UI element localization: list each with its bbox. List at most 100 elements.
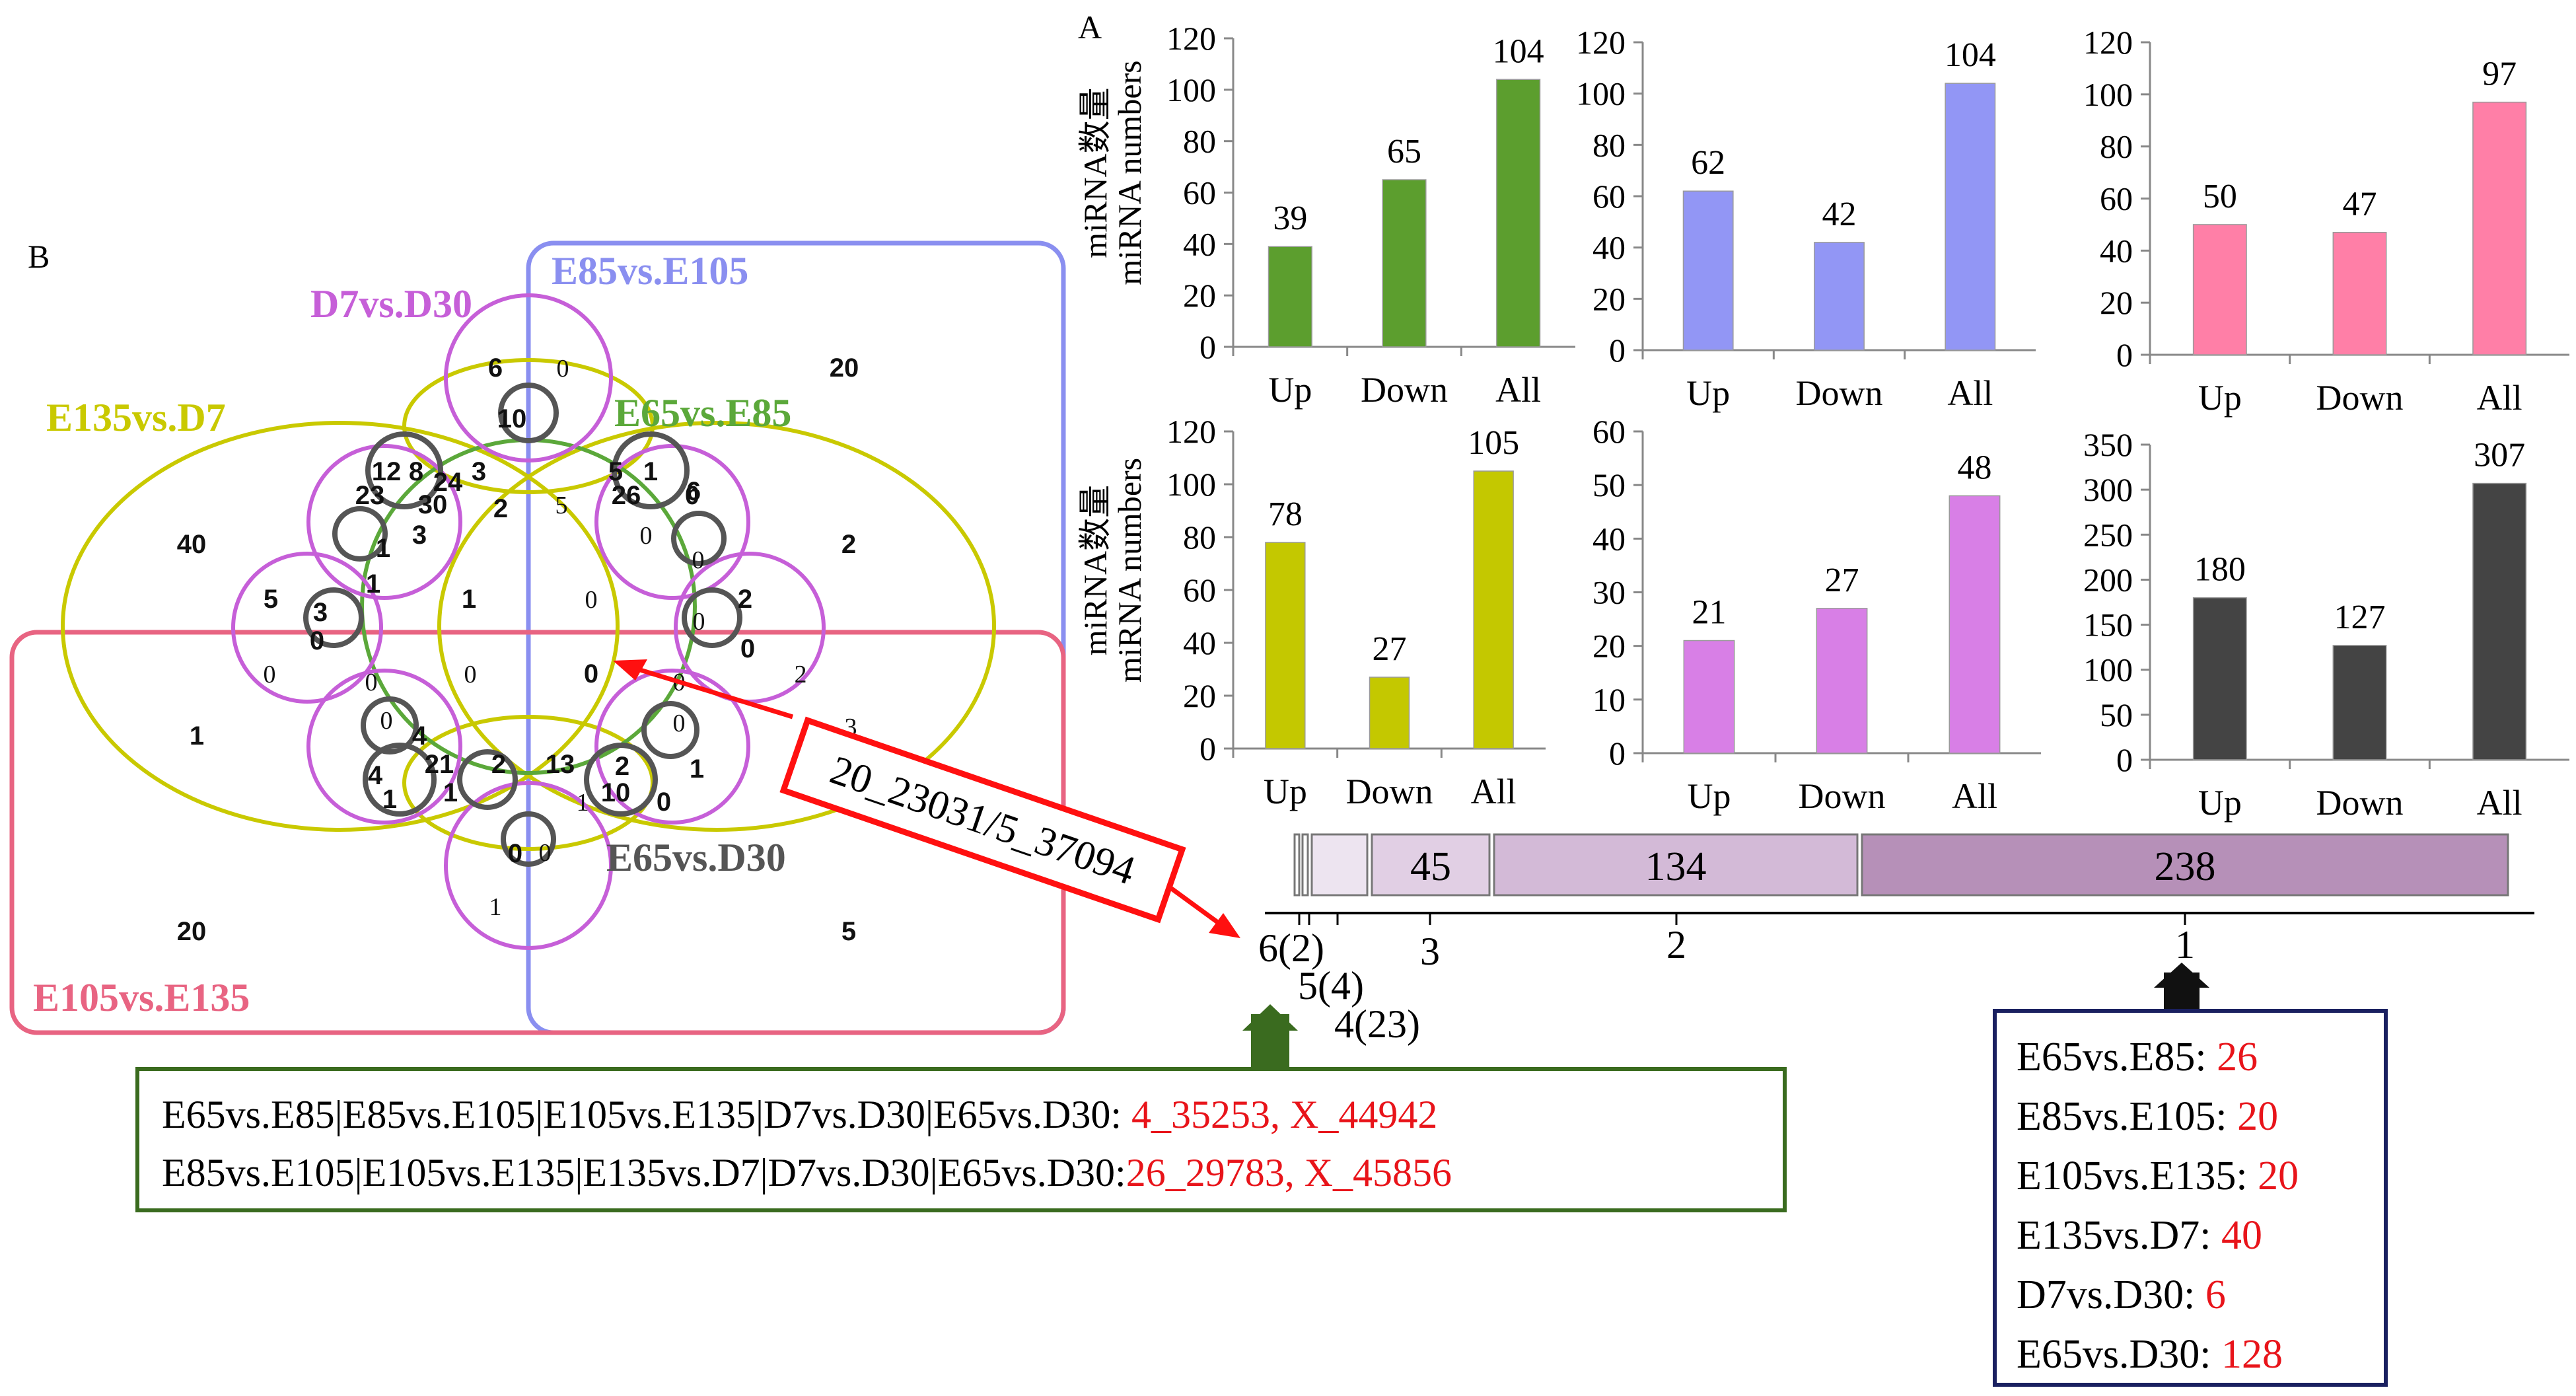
bar-chart-6: 0 50 100 150 200 250 300 350 180 Up 127 Down 307 All bbox=[2083, 426, 2569, 823]
y-tick-label: 40 bbox=[1592, 520, 1626, 557]
bar bbox=[1268, 246, 1312, 348]
region-count: 0 bbox=[310, 626, 324, 655]
set-d7-d30-lobe bbox=[594, 669, 750, 825]
legend-item: E65vs.E85: 26 bbox=[2017, 1027, 2364, 1087]
bar-value-label: 307 bbox=[2474, 437, 2525, 474]
bar-value-label: 97 bbox=[2482, 55, 2517, 93]
set-label: E65vs.D30 bbox=[606, 836, 786, 879]
region-count: 1 bbox=[190, 721, 204, 751]
stack-segment bbox=[1493, 833, 1859, 897]
stack-axis-label: 3 bbox=[1420, 930, 1440, 973]
bar bbox=[1683, 640, 1735, 754]
stack-segment-label: 45 bbox=[1410, 844, 1451, 889]
stack-segment-label: 238 bbox=[2155, 844, 2216, 889]
bar-value-label: 180 bbox=[2194, 551, 2246, 589]
black-pointer-head bbox=[2154, 963, 2209, 988]
x-tick-label: Down bbox=[2316, 783, 2404, 823]
bar-value-label: 21 bbox=[1692, 594, 1727, 632]
region-count: 1 bbox=[577, 789, 589, 817]
region-count: 1 bbox=[382, 785, 397, 814]
x-tick-label: Down bbox=[1796, 373, 1883, 413]
x-tick-label: Up bbox=[2198, 378, 2242, 418]
legend-value: 40 bbox=[2221, 1213, 2262, 1258]
region-count: 0 bbox=[464, 661, 477, 688]
bar bbox=[2332, 645, 2387, 760]
legend-value: 20 bbox=[2237, 1094, 2279, 1139]
bar-value-label: 104 bbox=[1493, 32, 1544, 70]
region-count: 12 bbox=[372, 457, 402, 486]
bar-chart-2: 0 20 40 60 80 100 120 62 Up 42 Down 104 All bbox=[1576, 24, 2036, 413]
legend-item: E105vs.E135: 20 bbox=[2017, 1146, 2364, 1206]
annotation-line-left bbox=[620, 661, 794, 719]
x-tick-label: All bbox=[1495, 370, 1541, 410]
y-tick-label: 60 bbox=[1183, 571, 1216, 608]
stacked-bar-chart: 45 134 238 6(2)5(4)4(23)3 2 1 bbox=[1258, 833, 2534, 1046]
y-tick-label: 10 bbox=[1592, 681, 1626, 718]
venn-diagram: E85vs.E105 D7vs.D30 E135vs.D7 E65vs.E85 E65v… bbox=[9, 240, 1066, 1035]
region-count: 6 bbox=[488, 353, 503, 383]
legend-item: E85vs.E105: 20 bbox=[2017, 1087, 2364, 1146]
x-tick-label: Up bbox=[1686, 373, 1730, 413]
region-count: 1 bbox=[462, 585, 476, 614]
region-count: 0 bbox=[539, 839, 552, 867]
y-tick-label: 100 bbox=[1166, 466, 1216, 503]
set-e65-d30-loop bbox=[641, 701, 699, 759]
legend-value: 20 bbox=[2258, 1154, 2299, 1198]
region-count: 0 bbox=[365, 669, 378, 696]
y-tick-label: 120 bbox=[2083, 24, 2133, 61]
bar-value-label: 48 bbox=[1958, 449, 1992, 486]
set-e65-d30-loop bbox=[584, 743, 658, 817]
region-count: 1 bbox=[376, 534, 390, 563]
region-count: 20 bbox=[830, 353, 859, 383]
set-e65-d30-loop bbox=[671, 511, 727, 566]
y-axis-label: miRNA数量 bbox=[1077, 485, 1114, 655]
set-e65-d30-loop bbox=[303, 587, 364, 648]
arrowhead-right bbox=[1209, 913, 1240, 938]
x-tick-label: Up bbox=[1264, 772, 1307, 811]
bar bbox=[2472, 101, 2527, 355]
bar bbox=[1816, 608, 1868, 754]
y-tick-label: 120 bbox=[1576, 24, 1626, 61]
region-count: 0 bbox=[685, 481, 699, 510]
set-e65-d30-loop bbox=[457, 749, 518, 810]
region-count: 5 bbox=[608, 457, 623, 486]
set-d7-d30-lobe bbox=[306, 669, 462, 825]
set-e65-d30-loop bbox=[612, 431, 690, 509]
y-tick-label: 20 bbox=[1183, 277, 1216, 314]
set-e135-d7-left bbox=[61, 421, 620, 832]
y-axis-label: miRNA numbers bbox=[1111, 458, 1148, 682]
region-count: 5 bbox=[555, 492, 568, 519]
set-e65-d30-loop bbox=[682, 587, 742, 648]
legend-label: E65vs.D30: bbox=[2017, 1332, 2211, 1377]
bar-value-label: 104 bbox=[1945, 36, 1996, 74]
shared-mirna-box: E65vs.E85|E85vs.E105|E105vs.E135|D7vs.D3… bbox=[135, 1067, 1787, 1212]
stack-segment bbox=[1301, 833, 1309, 897]
y-tick-label: 80 bbox=[1592, 126, 1626, 163]
region-count: 6 bbox=[686, 477, 701, 506]
y-tick-label: 20 bbox=[1592, 280, 1626, 317]
bar bbox=[1369, 677, 1410, 749]
set-e65-d30-loop bbox=[365, 431, 443, 509]
y-tick-label: 60 bbox=[1592, 413, 1626, 450]
x-tick-label: Down bbox=[1799, 776, 1886, 816]
region-count: 0 bbox=[640, 522, 653, 550]
y-tick-label: 200 bbox=[2083, 561, 2133, 598]
region-count: 0 bbox=[740, 634, 755, 663]
y-tick-label: 0 bbox=[2116, 336, 2133, 373]
bar-value-label: 27 bbox=[1373, 630, 1407, 668]
stack-segment bbox=[1371, 833, 1491, 897]
y-tick-label: 60 bbox=[1592, 178, 1626, 215]
stack-axis-label: 6(2) bbox=[1258, 926, 1324, 970]
stack-segment-label: 134 bbox=[1645, 844, 1707, 889]
set-label: D7vs.D30 bbox=[310, 282, 472, 326]
region-count: 0 bbox=[693, 608, 705, 636]
bar bbox=[1949, 495, 2001, 754]
region-count: 0 bbox=[557, 355, 569, 383]
y-tick-label: 40 bbox=[1183, 225, 1216, 262]
arrowhead-left bbox=[613, 659, 647, 680]
y-tick-label: 350 bbox=[2083, 426, 2133, 463]
x-tick-label: All bbox=[2477, 783, 2522, 823]
region-count: 3 bbox=[313, 598, 328, 627]
set-d7-d30-lobe bbox=[444, 293, 613, 462]
legend-label: E85vs.E105: bbox=[2017, 1094, 2227, 1139]
